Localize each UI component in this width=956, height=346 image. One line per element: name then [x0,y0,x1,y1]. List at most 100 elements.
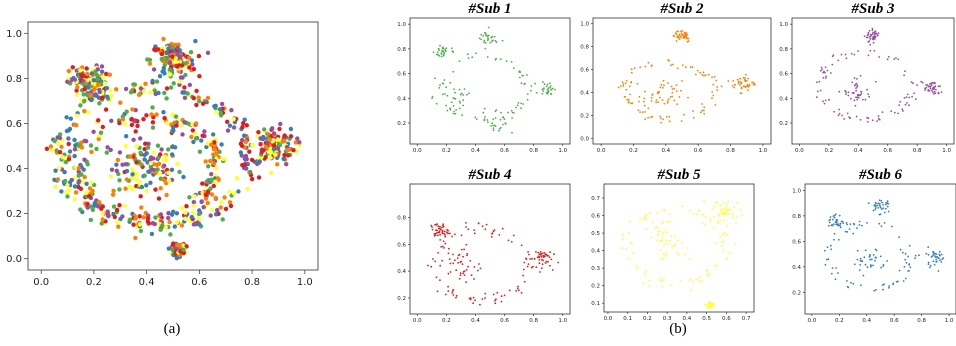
scatter-point [96,199,102,205]
scatter-point [72,122,77,127]
scatter-point [935,258,938,261]
scatter-point [660,117,662,120]
scatter-point [869,49,872,52]
scatter-point [168,60,173,65]
scatter-point [183,210,188,215]
scatter-point [857,50,859,52]
scatter-point [903,97,906,99]
scatter-point [67,188,72,193]
caption-a: (a) [164,321,181,337]
scatter-point [214,151,219,156]
scatter-point [268,155,273,160]
scatter-point [258,136,263,141]
scatter-point [908,264,910,266]
scatter-point [213,195,218,201]
scatter-point [100,211,105,216]
scatter-point [441,226,443,229]
scatter-point [859,118,862,121]
scatter-point [877,115,880,117]
plot-frame [592,17,772,145]
scatter-point [934,252,937,255]
scatter-point [684,66,687,69]
scatter-point [671,91,674,94]
scatter-point [874,30,876,33]
scatter-point [827,224,830,227]
scatter-point [111,188,116,193]
scatter-point [209,172,214,177]
scatter-point [522,274,525,277]
scatter-point [243,139,249,145]
scatter-point [85,205,90,210]
scatter-point [486,56,489,58]
scatter-point [57,166,62,171]
plot-frame [409,17,571,145]
scatter-point [879,213,882,216]
x-tick-label: 0.6 [883,148,892,154]
scatter-point [707,306,709,308]
scatter-point [80,179,85,185]
scatter-point [88,143,94,148]
scatter-point [175,45,180,50]
scatter-point [177,169,182,175]
scatter-point [465,222,467,224]
scatter-point [189,58,195,63]
scatter-point [205,141,210,146]
scatter-point [459,93,462,96]
scatter-point [85,162,90,167]
scatter-point [189,122,195,127]
scatter-points [44,36,302,261]
scatter-point [895,57,897,59]
scatter-point [860,93,863,95]
scatter-point [117,178,122,183]
scatter-point [473,229,476,232]
scatter-point [709,219,712,222]
scatter-point [853,99,856,102]
subplot-title: #Sub 2 [660,1,704,17]
scatter-point [180,123,185,128]
scatter-point [865,36,868,39]
scatter-point [60,155,66,160]
scatter-points [815,27,943,123]
scatter-point [937,270,940,272]
scatter-point [73,143,78,148]
scatter-point [542,81,544,83]
scatter-point [441,232,444,235]
scatter-point [739,209,742,212]
scatter-point [928,266,931,269]
scatter-point [673,87,676,90]
scatter-point [747,89,749,92]
scatter-point [846,285,849,288]
scatter-points [621,199,743,309]
scatter-point [661,221,663,223]
scatter-point [642,282,644,285]
scatter-point [498,234,501,236]
scatter-point [849,223,852,226]
scatter-point [676,67,679,70]
scatter-point [462,94,465,96]
scatter-point [903,265,906,268]
scatter-point [672,63,674,66]
scatter-point [479,267,482,270]
scatter-point [869,258,871,261]
scatter-point [288,134,294,139]
scatter-point [515,106,517,109]
scatter-point [293,140,298,145]
x-tick-label: 0.2 [442,318,451,324]
scatter-point [721,233,724,235]
scatter-point [139,205,144,210]
scatter-point [935,88,937,91]
scatter-point [713,205,716,208]
scatter-point [875,288,877,291]
scatter-point [719,236,722,239]
scatter-point [542,90,545,92]
scatter-point [494,39,497,42]
plot-frame [27,21,319,271]
scatter-point [655,101,657,104]
scatter-point [431,226,433,228]
scatter-point [459,272,462,275]
scatter-point [199,138,204,143]
scatter-point [65,194,70,199]
scatter-point [880,266,883,269]
scatter-point [658,90,660,93]
scatter-point [716,201,718,204]
